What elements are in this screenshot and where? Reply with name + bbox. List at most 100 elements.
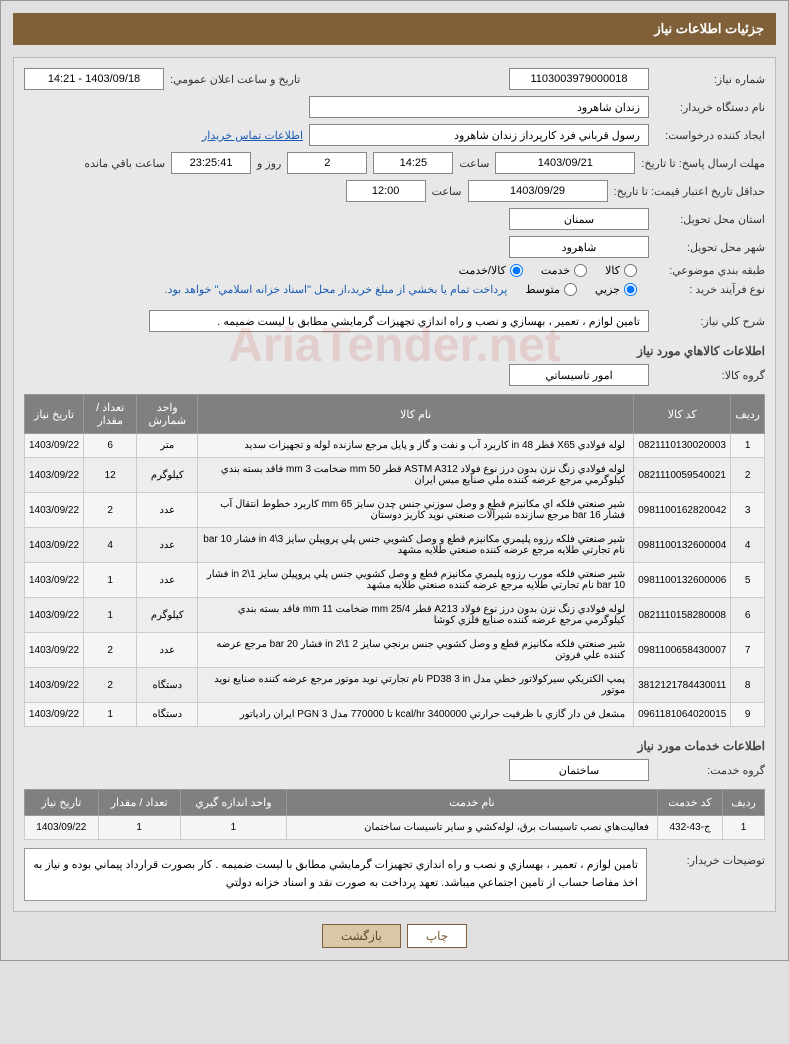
category-label: طبقه بندي موضوعي:: [655, 264, 765, 277]
need-number-label: شماره نياز:: [655, 73, 765, 86]
buyer-org-input[interactable]: [309, 96, 649, 118]
opt-goods[interactable]: كالا: [605, 264, 637, 277]
table-cell: عدد: [137, 633, 198, 668]
goods-group-label: گروه كالا:: [655, 369, 765, 382]
table-cell: 1403/09/22: [25, 598, 84, 633]
opt-medium[interactable]: متوسط: [525, 283, 577, 296]
table-cell: 1: [84, 598, 137, 633]
buyer-notes-label: توضيحات خريدار:: [655, 848, 765, 867]
province-input[interactable]: [509, 208, 649, 230]
contact-link[interactable]: اطلاعات تماس خريدار: [202, 129, 303, 142]
validity-date-input[interactable]: [468, 180, 608, 202]
table-cell: عدد: [137, 528, 198, 563]
table-cell: ج-43-432: [657, 816, 722, 840]
table-cell: 1403/09/22: [25, 816, 99, 840]
print-button[interactable]: چاپ: [407, 924, 467, 948]
opt-service-text: خدمت: [541, 264, 570, 277]
table-header: رديف: [731, 395, 765, 434]
table-cell: 1: [84, 563, 137, 598]
requester-input[interactable]: [309, 124, 649, 146]
back-button[interactable]: بازگشت: [322, 924, 401, 948]
response-time-input[interactable]: [373, 152, 453, 174]
table-cell: لوله فولادي زنگ نزن بدون درز نوع فولاد A…: [198, 458, 634, 493]
table-row: 50981100132600006شير صنعتي فلكه مورب رزو…: [25, 563, 765, 598]
opt-partial[interactable]: جزيي: [595, 283, 637, 296]
table-cell: 3: [731, 493, 765, 528]
table-cell: 1: [180, 816, 286, 840]
city-input[interactable]: [509, 236, 649, 258]
table-cell: 9: [731, 703, 765, 727]
table-cell: شير صنعتي فلكه اي مكانيزم قطع و وصل سوزن…: [198, 493, 634, 528]
table-cell: متر: [137, 434, 198, 458]
table-cell: 2: [84, 633, 137, 668]
need-number-input[interactable]: [509, 68, 649, 90]
remaining-time-input[interactable]: [171, 152, 251, 174]
opt-medium-text: متوسط: [525, 283, 560, 296]
service-group-input[interactable]: [509, 759, 649, 781]
table-cell: 2: [84, 493, 137, 528]
table-cell: 1: [723, 816, 765, 840]
table-cell: فعاليت‌هاي نصب تاسيسات برق، لوله‌كشي و س…: [286, 816, 657, 840]
table-cell: 5: [731, 563, 765, 598]
table-cell: 1: [98, 816, 180, 840]
table-row: 90961181064020015مشعل فن دار گازي با ظرف…: [25, 703, 765, 727]
table-cell: 12: [84, 458, 137, 493]
table-cell: 0821110059540021: [634, 458, 731, 493]
table-cell: پمپ الكتريكي سيركولاتور خطي مدل PD38 3 i…: [198, 668, 634, 703]
table-cell: لوله فولادي X65 قطر 48 in كاربرد آب و نف…: [198, 434, 634, 458]
table-cell: شير صنعتي فلكه مورب رزوه پليمري مكانيزم …: [198, 563, 634, 598]
announce-date-input[interactable]: [24, 68, 164, 90]
opt-goods-service-text: كالا/خدمت: [459, 264, 506, 277]
city-label: شهر محل تحويل:: [655, 241, 765, 254]
table-cell: 7: [731, 633, 765, 668]
days-and-label: روز و: [257, 157, 281, 170]
table-row: 83812121784430011پمپ الكتريكي سيركولاتور…: [25, 668, 765, 703]
table-cell: عدد: [137, 563, 198, 598]
table-cell: دستگاه: [137, 668, 198, 703]
table-cell: 1403/09/22: [25, 434, 84, 458]
button-bar: چاپ بازگشت: [13, 924, 776, 948]
table-row: 1ج-43-432فعاليت‌هاي نصب تاسيسات برق، لول…: [25, 816, 765, 840]
services-table: رديفكد خدمتنام خدمتواحد اندازه گيريتعداد…: [24, 789, 765, 840]
table-cell: 1403/09/22: [25, 493, 84, 528]
table-cell: 6: [731, 598, 765, 633]
table-cell: 1: [731, 434, 765, 458]
table-cell: 0981100162820042: [634, 493, 731, 528]
general-desc-input[interactable]: [149, 310, 649, 332]
table-row: 20821110059540021لوله فولادي زنگ نزن بدو…: [25, 458, 765, 493]
table-header: تعداد / مقدار: [98, 790, 180, 816]
opt-goods-text: كالا: [605, 264, 620, 277]
panel-title: جزئيات اطلاعات نياز: [13, 13, 776, 45]
table-cell: 3812121784430011: [634, 668, 731, 703]
announce-date-label: تاريخ و ساعت اعلان عمومي:: [170, 73, 300, 86]
time-label-2: ساعت: [432, 185, 462, 198]
validity-time-input[interactable]: [346, 180, 426, 202]
days-count-input[interactable]: [287, 152, 367, 174]
payment-text: پرداخت تمام يا بخشي از مبلغ خريد،از محل …: [165, 283, 508, 296]
table-row: 10821110130020003لوله فولادي X65 قطر 48 …: [25, 434, 765, 458]
table-header: واحد شمارش: [137, 395, 198, 434]
goods-table: رديفكد كالانام كالاواحد شمارشتعداد / مقد…: [24, 394, 765, 727]
table-cell: 4: [731, 528, 765, 563]
response-date-input[interactable]: [495, 152, 635, 174]
table-row: 30981100162820042شير صنعتي فلكه اي مكاني…: [25, 493, 765, 528]
goods-group-input[interactable]: [509, 364, 649, 386]
opt-service[interactable]: خدمت: [541, 264, 587, 277]
goods-section-title: اطلاعات كالاهاي مورد نياز: [24, 344, 765, 358]
table-cell: 4: [84, 528, 137, 563]
province-label: استان محل تحويل:: [655, 213, 765, 226]
table-header: نام خدمت: [286, 790, 657, 816]
table-row: 60821110158280008لوله فولادي زنگ نزن بدو…: [25, 598, 765, 633]
table-cell: 1403/09/22: [25, 458, 84, 493]
table-cell: 1: [84, 703, 137, 727]
opt-goods-service[interactable]: كالا/خدمت: [459, 264, 523, 277]
table-cell: 8: [731, 668, 765, 703]
form-area: AriaTender.net شماره نياز: تاريخ و ساعت …: [13, 57, 776, 912]
table-cell: شير صنعتي فلكه رزوه پليمري مكانيزم قطع و…: [198, 528, 634, 563]
table-cell: 0821110130020003: [634, 434, 731, 458]
table-cell: 0981100658430007: [634, 633, 731, 668]
buyer-org-label: نام دستگاه خريدار:: [655, 101, 765, 114]
table-cell: 0981100132600006: [634, 563, 731, 598]
services-section-title: اطلاعات خدمات مورد نياز: [24, 739, 765, 753]
table-cell: كيلوگرم: [137, 458, 198, 493]
